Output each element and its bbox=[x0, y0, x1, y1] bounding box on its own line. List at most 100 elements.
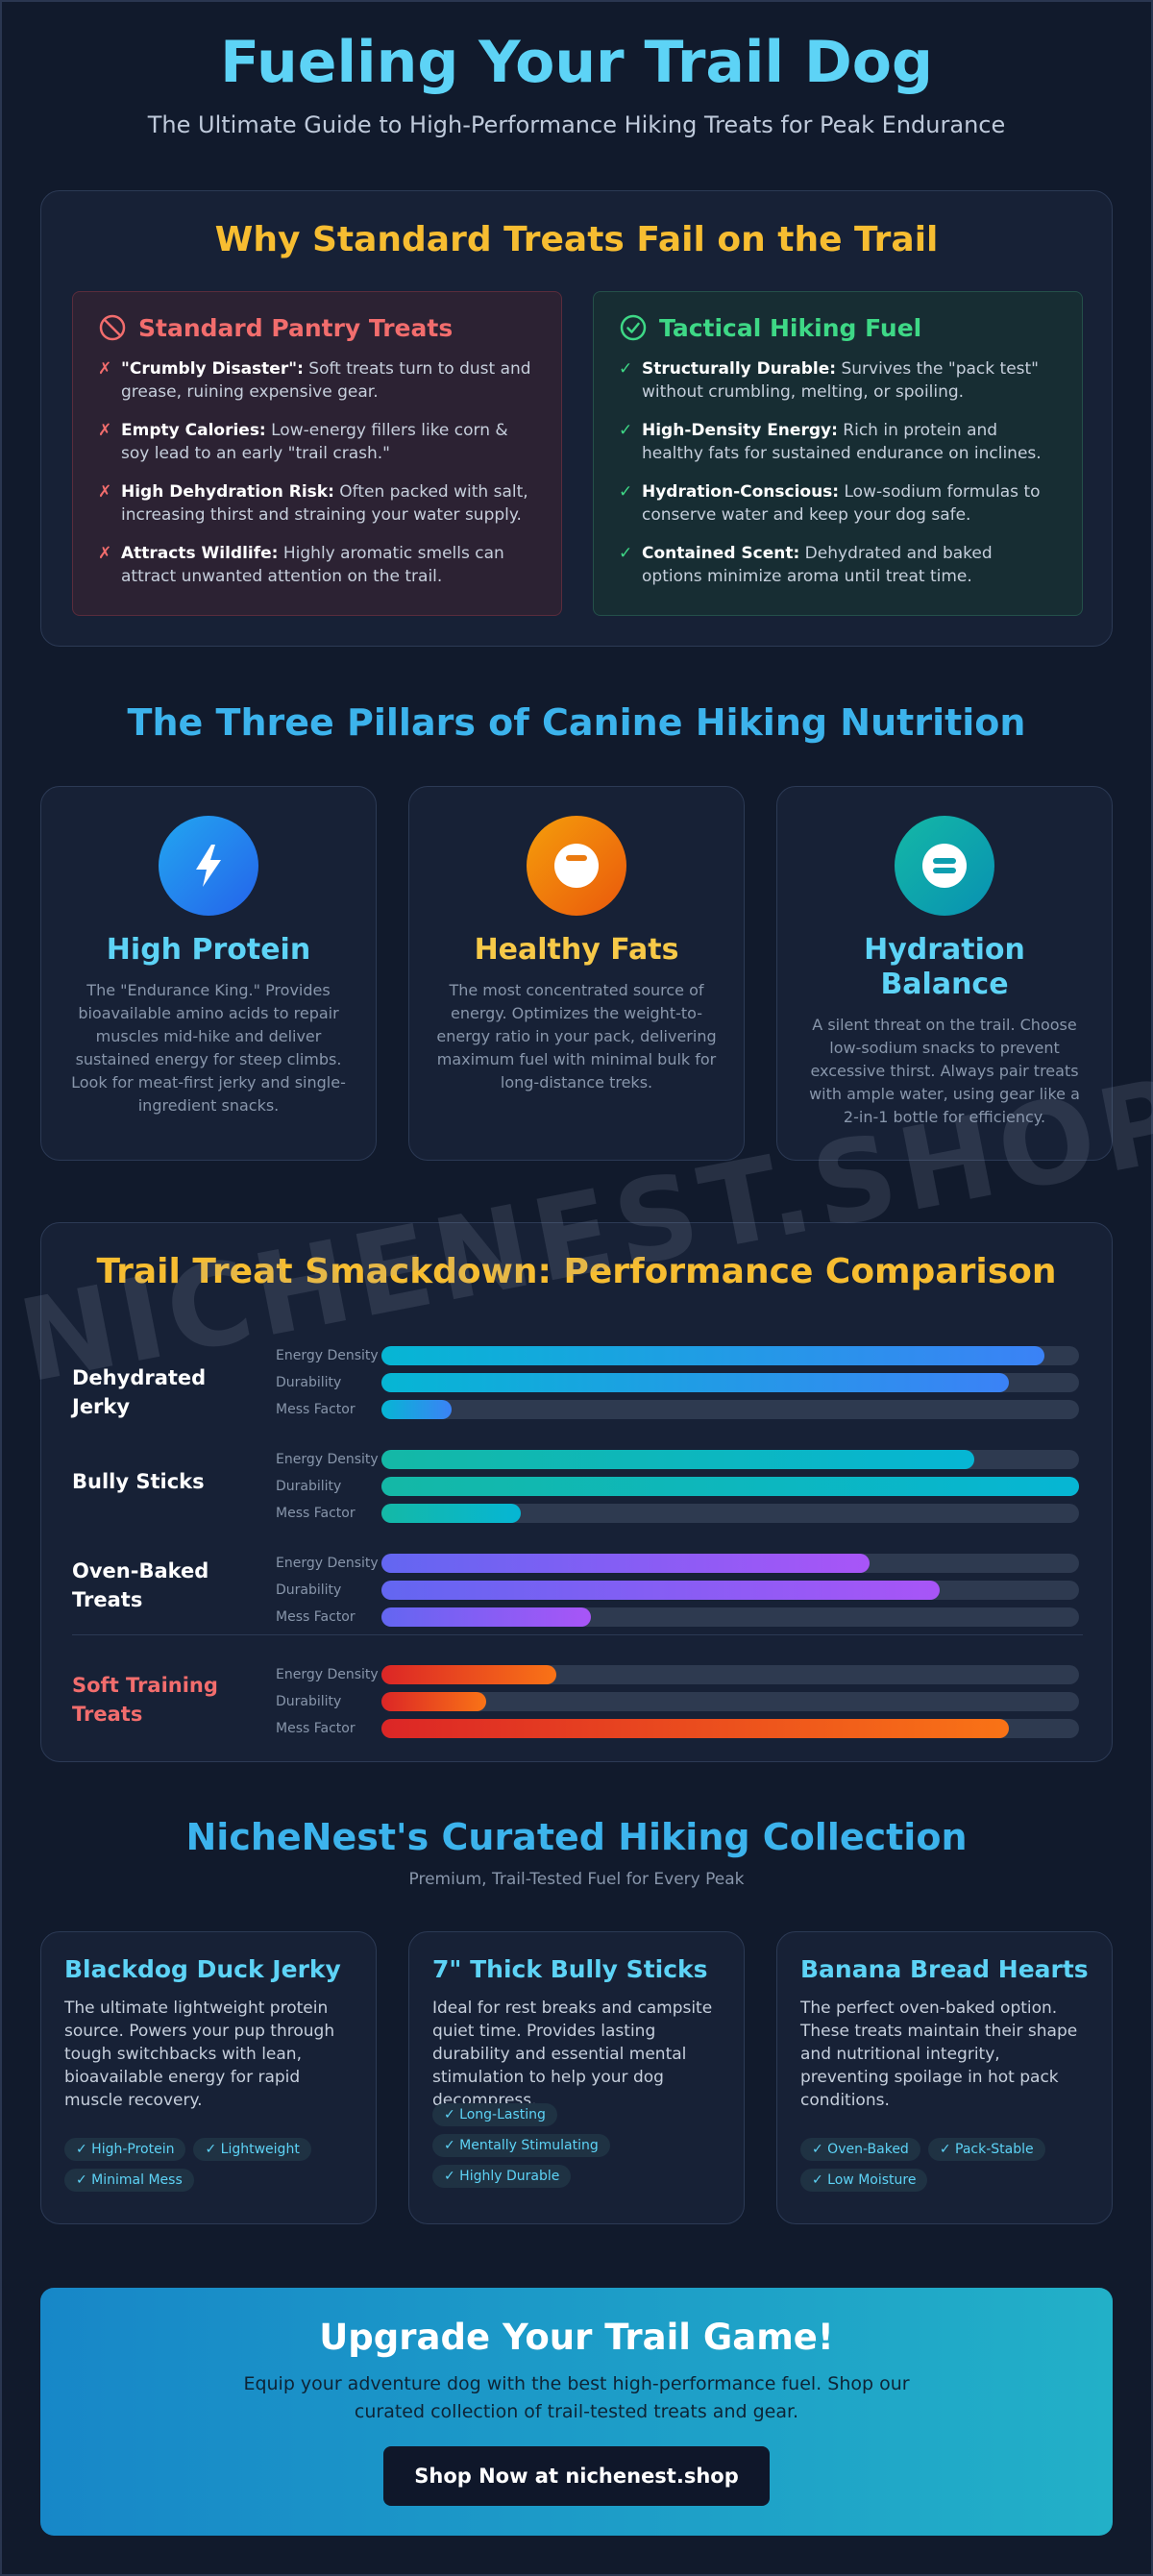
product-name[interactable]: Blackdog Duck Jerky bbox=[64, 1955, 341, 1983]
point-label: High Dehydration Risk: bbox=[121, 482, 334, 502]
product-tags: ✓ High-Protein ✓ Lightweight ✓ Minimal M… bbox=[64, 2138, 362, 2192]
product-card[interactable]: 7" Thick Bully Sticks Ideal for rest bre… bbox=[408, 1931, 745, 2224]
metric-row: Energy Density bbox=[276, 1554, 1083, 1573]
point-text: Dehydrated and baked options minimize ar… bbox=[642, 544, 993, 586]
why-section: Why Standard Treats Fail on the Trail St… bbox=[40, 190, 1113, 647]
check-mark-icon: ✓ bbox=[619, 482, 633, 502]
check-mark-icon: ✓ bbox=[619, 359, 633, 379]
pillars-title: The Three Pillars of Canine Hiking Nutri… bbox=[127, 701, 1026, 744]
chart-category: Bully Sticks Energy Density Durability Mess… bbox=[72, 1450, 1083, 1531]
bar-fill bbox=[381, 1400, 452, 1419]
pillar-name: High Protein bbox=[106, 933, 311, 967]
point-text: Low-energy fillers like corn & soy lead … bbox=[121, 421, 508, 463]
metric-label: Durability bbox=[276, 1582, 342, 1598]
bar-fill bbox=[381, 1607, 591, 1627]
product-tag: ✓ Highly Durable bbox=[432, 2165, 572, 2188]
product-tag: ✓ Oven-Baked bbox=[800, 2138, 920, 2161]
product-card[interactable]: Blackdog Duck Jerky The ultimate lightwe… bbox=[40, 1931, 377, 2224]
bar-fill bbox=[381, 1504, 522, 1523]
product-tag: ✓ High-Protein bbox=[64, 2138, 186, 2161]
point-label: Empty Calories: bbox=[121, 421, 266, 440]
tactical-fuel-box: Tactical Hiking Fuel ✓ Structurally Durab… bbox=[593, 291, 1083, 616]
list-item: ✓ Hydration-Conscious: Low-sodium formula… bbox=[619, 480, 1057, 527]
category-label: Oven-Baked Treats bbox=[72, 1559, 209, 1611]
pillar-name: Healthy Fats bbox=[474, 933, 679, 967]
standard-treats-heading: Standard Pantry Treats bbox=[98, 313, 536, 342]
pillar-description: The "Endurance King." Provides bioavaila… bbox=[71, 981, 346, 1115]
metric-row: Mess Factor bbox=[276, 1719, 1083, 1738]
point-label: Hydration-Conscious: bbox=[642, 482, 840, 502]
point-label: Structurally Durable: bbox=[642, 359, 837, 379]
chart-title: Trail Treat Smackdown: Performance Compa… bbox=[96, 1252, 1057, 1291]
metric-row: Mess Factor bbox=[276, 1504, 1083, 1523]
point-text: Survives the "pack test" without crumbli… bbox=[642, 359, 1039, 402]
metric-label: Mess Factor bbox=[276, 1402, 356, 1417]
metric-row: Durability bbox=[276, 1477, 1083, 1496]
bar-track bbox=[381, 1581, 1079, 1600]
metric-row: Durability bbox=[276, 1581, 1083, 1600]
bar-track bbox=[381, 1504, 1079, 1523]
product-description: Ideal for rest breaks and campsite quiet… bbox=[432, 1999, 713, 2110]
metric-row: Mess Factor bbox=[276, 1400, 1083, 1419]
point-text: Soft treats turn to dust and grease, rui… bbox=[121, 359, 531, 402]
collection-title: NicheNest's Curated Hiking Collection bbox=[185, 1816, 968, 1858]
bar-fill bbox=[381, 1692, 486, 1711]
product-tag: ✓ Low Moisture bbox=[800, 2169, 928, 2192]
list-item: ✓ Contained Scent: Dehydrated and baked o… bbox=[619, 542, 1057, 588]
product-tag: ✓ Pack-Stable bbox=[927, 2138, 1045, 2161]
product-name[interactable]: Banana Bread Hearts bbox=[800, 1955, 1089, 1983]
metric-row: Energy Density bbox=[276, 1665, 1083, 1684]
bar-track bbox=[381, 1450, 1079, 1469]
list-item: ✗ High Dehydration Risk: Often packed wit… bbox=[98, 480, 536, 527]
cta-description: Equip your adventure dog with the best h… bbox=[243, 2373, 910, 2422]
category-label: Bully Sticks bbox=[72, 1470, 205, 1493]
bar-track bbox=[381, 1719, 1079, 1738]
pillar-description: A silent threat on the trail. Choose low… bbox=[809, 1016, 1080, 1126]
metric-label: Durability bbox=[276, 1375, 342, 1390]
check-circle-icon bbox=[620, 314, 647, 341]
point-label: "Crumbly Disaster": bbox=[121, 359, 304, 379]
bar-fill bbox=[381, 1450, 975, 1469]
list-item: ✓ Structurally Durable: Survives the "pac… bbox=[619, 357, 1057, 404]
product-card[interactable]: Banana Bread Hearts The perfect oven-bak… bbox=[776, 1931, 1113, 2224]
product-description: The ultimate lightweight protein source.… bbox=[64, 1999, 335, 2110]
bar-fill bbox=[381, 1665, 556, 1684]
metric-label: Energy Density bbox=[276, 1348, 379, 1363]
metric-label: Energy Density bbox=[276, 1556, 379, 1571]
metric-label: Energy Density bbox=[276, 1452, 379, 1467]
list-item: ✓ High-Density Energy: Rich in protein an… bbox=[619, 419, 1057, 465]
product-tag: ✓ Long-Lasting bbox=[432, 2103, 557, 2126]
prohibited-icon bbox=[99, 314, 126, 341]
bar-fill bbox=[381, 1719, 1010, 1738]
metric-label: Mess Factor bbox=[276, 1609, 356, 1625]
point-text: Often packed with salt, increasing thirs… bbox=[121, 482, 528, 525]
list-item: ✗ "Crumbly Disaster": Soft treats turn to… bbox=[98, 357, 536, 404]
cta-title: Upgrade Your Trail Game! bbox=[319, 2317, 834, 2358]
point-label: Attracts Wildlife: bbox=[121, 544, 279, 563]
cta-banner: Upgrade Your Trail Game! Equip your adve… bbox=[40, 2288, 1113, 2536]
cross-mark-icon: ✗ bbox=[98, 544, 112, 563]
product-name[interactable]: 7" Thick Bully Sticks bbox=[432, 1955, 708, 1983]
bar-fill bbox=[381, 1581, 940, 1600]
point-text: Highly aromatic smells can attract unwan… bbox=[121, 544, 504, 586]
point-label: High-Density Energy: bbox=[642, 421, 838, 440]
chart-divider bbox=[72, 1634, 1083, 1635]
chart-category: Dehydrated Jerky Energy Density Durability… bbox=[72, 1346, 1083, 1427]
bar-track bbox=[381, 1373, 1079, 1392]
product-tag: ✓ Minimal Mess bbox=[64, 2169, 194, 2192]
shop-now-button[interactable]: Shop Now at nichenest.shop bbox=[383, 2446, 770, 2506]
chart-category: Oven-Baked Treats Energy Density Durabilit… bbox=[72, 1554, 1083, 1634]
lightning-icon bbox=[159, 816, 258, 916]
metric-row: Energy Density bbox=[276, 1346, 1083, 1365]
bar-track bbox=[381, 1400, 1079, 1419]
product-description: The perfect oven-baked option. These tre… bbox=[800, 1999, 1078, 2110]
bar-track bbox=[381, 1477, 1079, 1496]
bar-track bbox=[381, 1692, 1079, 1711]
cross-mark-icon: ✗ bbox=[98, 421, 112, 440]
standard-treats-title: Standard Pantry Treats bbox=[138, 313, 454, 342]
cross-mark-icon: ✗ bbox=[98, 359, 112, 379]
category-label: Soft Training Treats bbox=[72, 1674, 218, 1726]
bar-fill bbox=[381, 1373, 1010, 1392]
point-text: Rich in protein and healthy fats for sus… bbox=[642, 421, 1042, 463]
